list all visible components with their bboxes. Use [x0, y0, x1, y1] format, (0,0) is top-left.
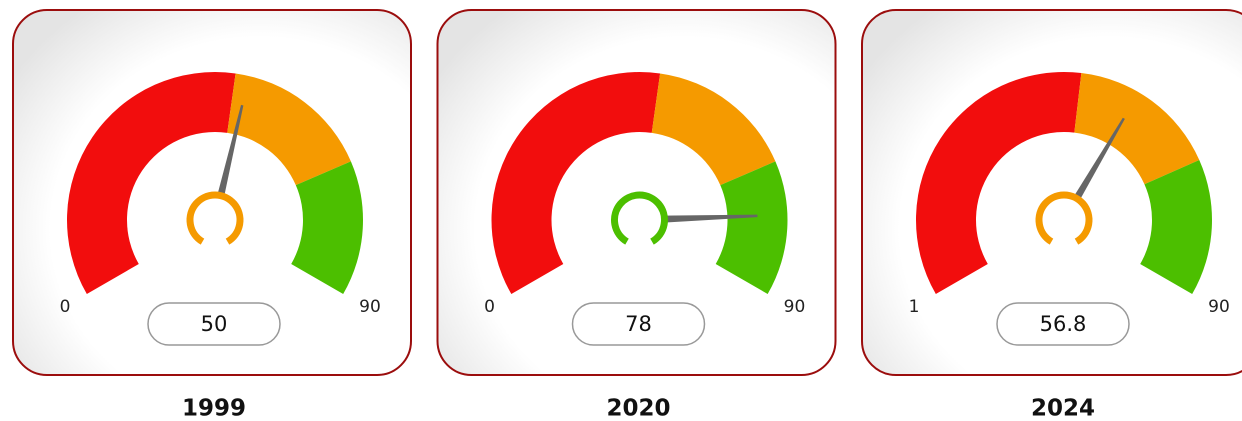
gauge-band — [291, 161, 364, 294]
min-label: 0 — [60, 297, 71, 317]
gauge-band — [66, 71, 236, 294]
gauge-band — [1074, 73, 1200, 185]
gauge-band — [651, 73, 776, 186]
gauge-card: 0 90 50 1999 — [12, 9, 412, 421]
needle — [663, 214, 758, 223]
needle — [217, 104, 244, 198]
gauge-title: 2024 — [1031, 396, 1095, 421]
value-label: 56.8 — [1040, 312, 1087, 336]
max-label: 90 — [359, 297, 381, 317]
needle-pivot — [611, 191, 668, 245]
needle-pivot — [1035, 191, 1093, 245]
gauge-band — [1140, 159, 1213, 294]
min-label: 0 — [484, 297, 495, 317]
value-box — [147, 302, 281, 346]
gauge-band — [491, 72, 661, 294]
max-label: 90 — [784, 297, 806, 317]
gauge-band — [916, 72, 1082, 295]
value-label: 78 — [625, 312, 652, 336]
value-box — [996, 302, 1130, 346]
gauge-band — [227, 73, 351, 186]
needle-pivot — [186, 191, 244, 245]
gauge-card: 0 90 78 2020 — [436, 9, 837, 421]
gauge-band — [715, 161, 788, 294]
value-box — [571, 302, 706, 346]
value-label: 50 — [201, 312, 228, 336]
min-label: 1 — [909, 297, 920, 317]
gauge-card: 1 90 56.8 2024 — [861, 9, 1242, 421]
gauge-title: 2020 — [606, 396, 670, 421]
gauge-title: 1999 — [182, 396, 246, 421]
needle — [1073, 117, 1125, 202]
max-label: 90 — [1208, 297, 1230, 317]
